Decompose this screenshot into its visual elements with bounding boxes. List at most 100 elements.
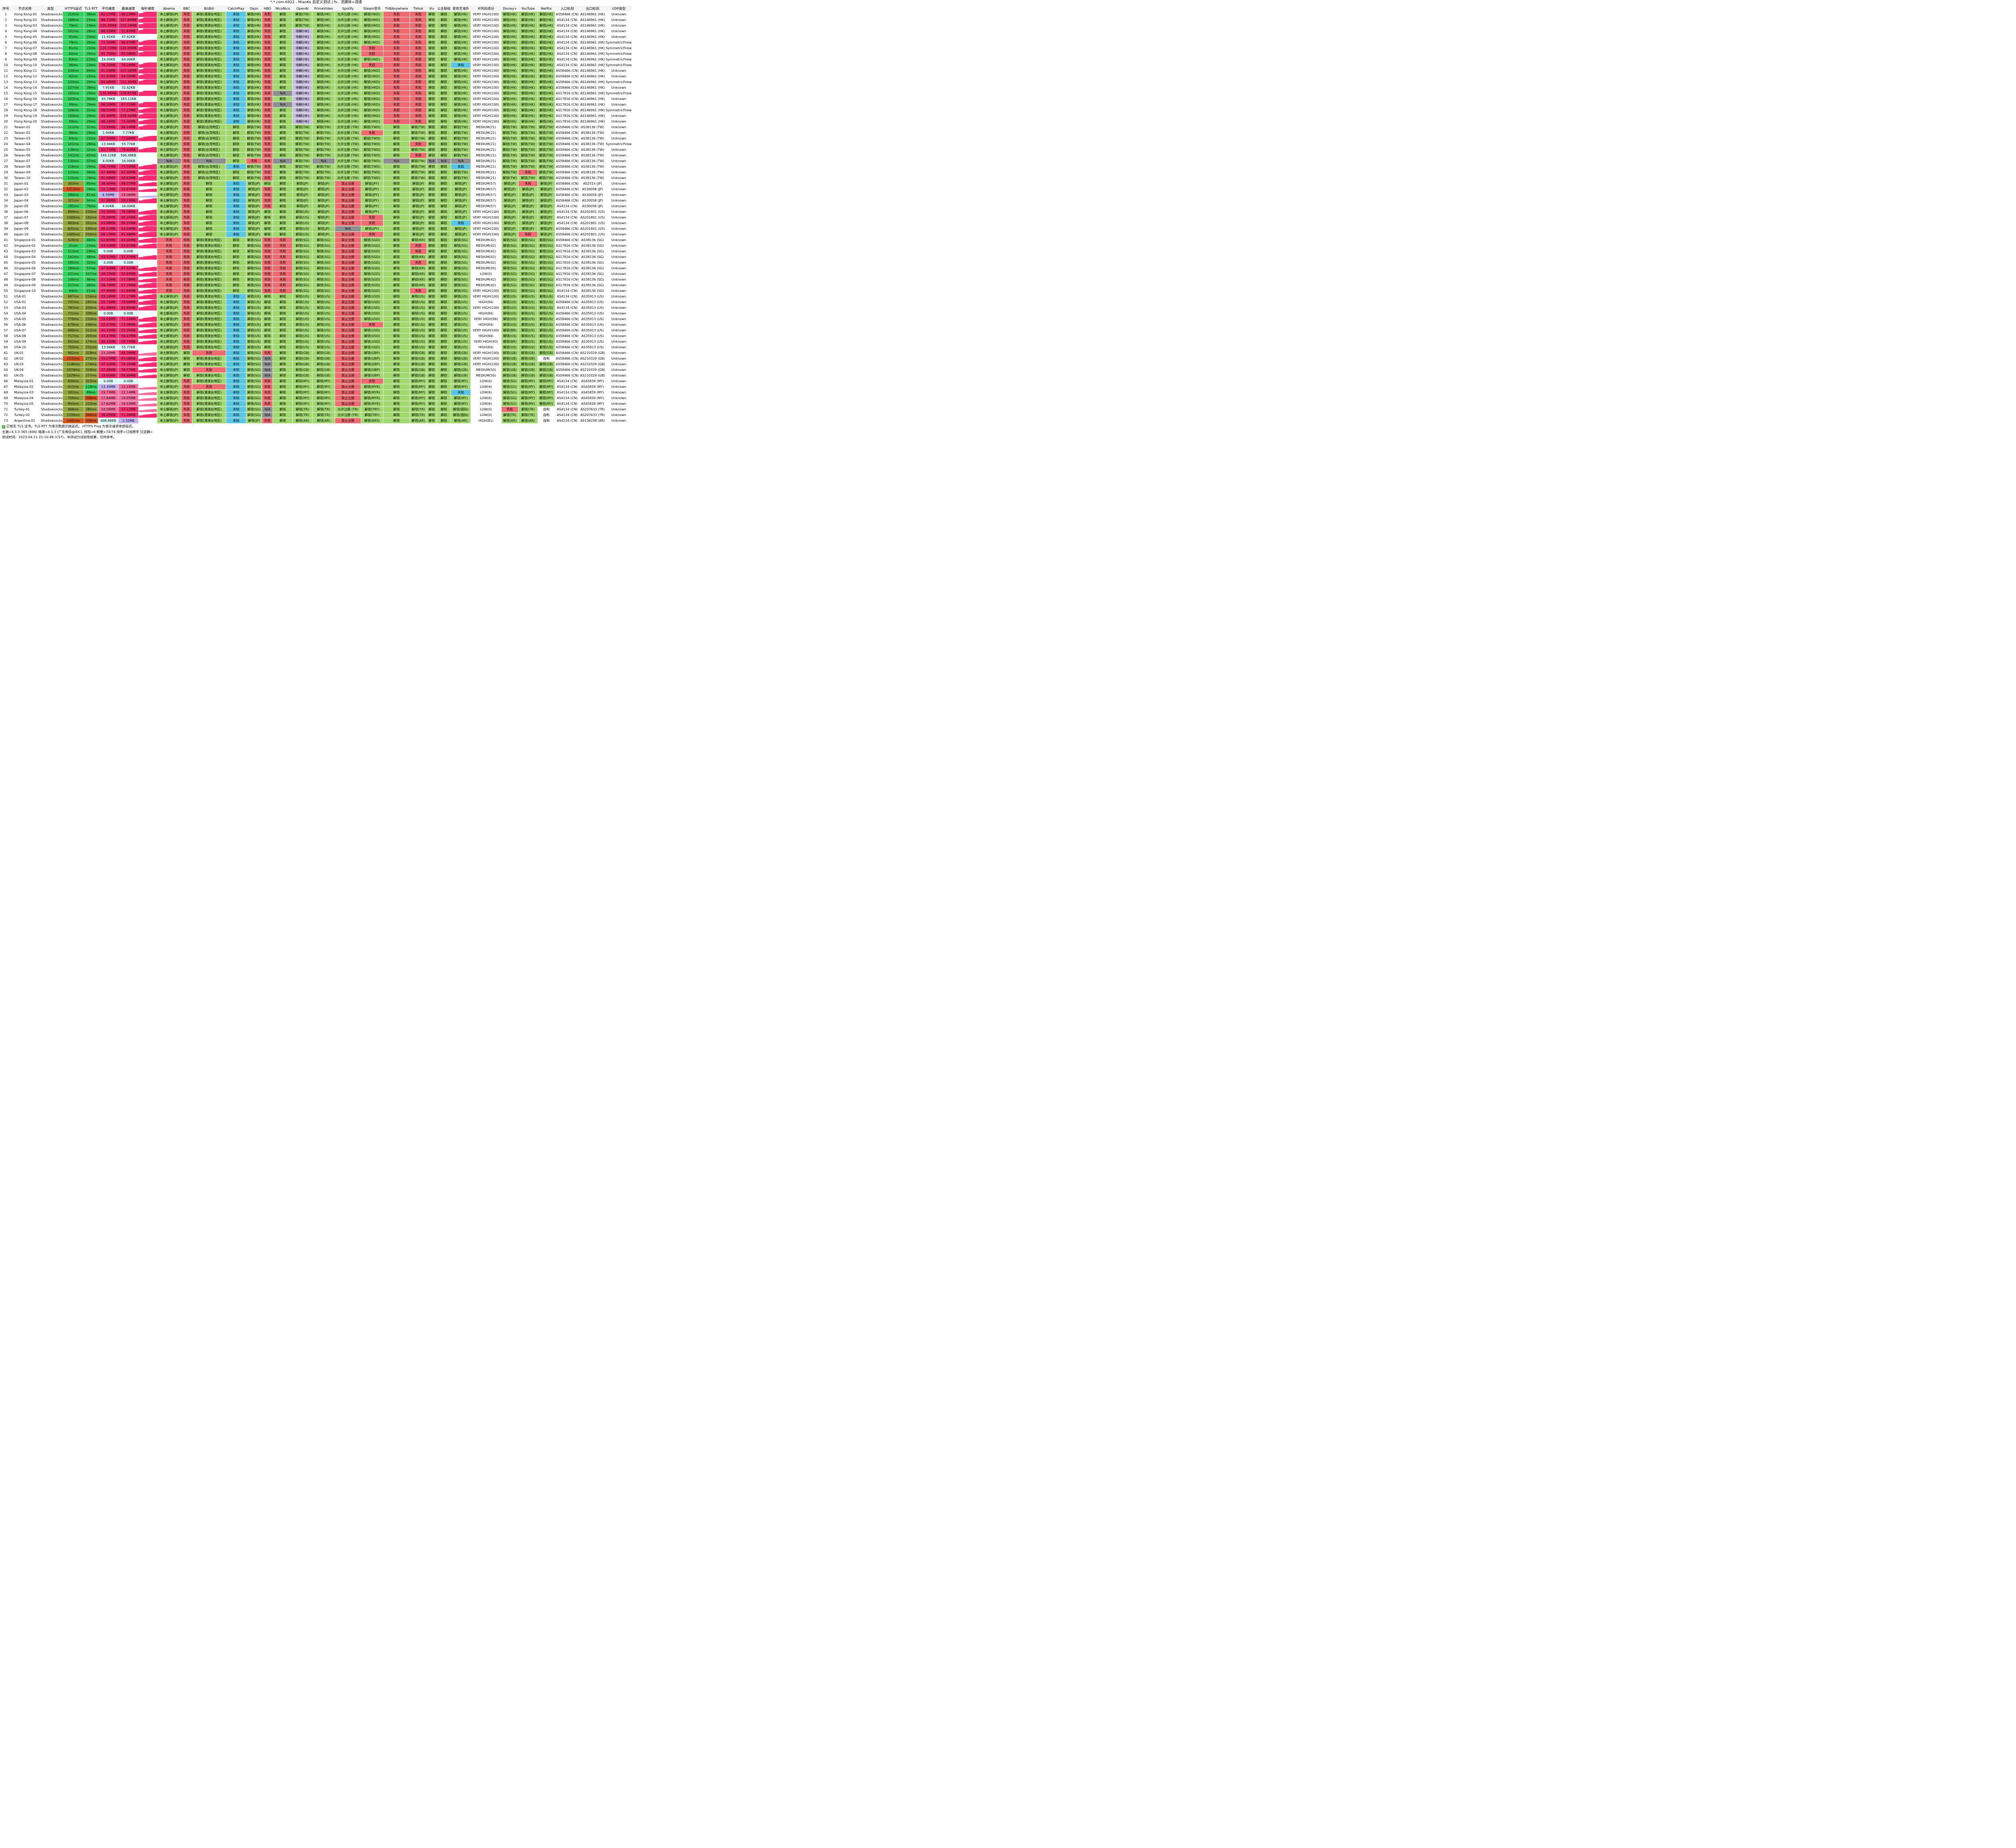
column-header[interactable]: Netflix [537, 5, 555, 12]
column-header[interactable]: YouTube [518, 5, 538, 12]
table-row[interactable]: 35 Japan-05 Shadowsocks 281ms 76ms 4.00KB 16.0… [0, 203, 632, 209]
table-row[interactable]: 9 Hong Kong-09 Shadowsocks 83ms 22ms 16.00KB 6… [0, 56, 632, 62]
table-row[interactable]: 13 Hong Kong-13 Shadowsocks 103ms 29ms 84.48M… [0, 79, 632, 85]
column-header[interactable]: Tiktok [410, 5, 427, 12]
column-header[interactable]: TLS RTT [83, 5, 99, 12]
table-row[interactable]: 73 Argentina-01 Shadowsocks 1441ms 358ms 608.… [0, 418, 632, 424]
column-header[interactable]: 爱奇艺海外 [450, 5, 471, 12]
table-row[interactable]: 19 Hong Kong-19 Shadowsocks 100ms 29ms 95.48M… [0, 113, 632, 119]
table-row[interactable]: 21 Taiwan-01 Shadowsocks 111ms 31ms 73.99MB 96… [0, 124, 632, 130]
table-row[interactable]: 26 Taiwan-06 Shadowsocks 142ms 45ms 149.12KB 5… [0, 152, 632, 158]
table-row[interactable]: 25 Taiwan-05 Shadowsocks 138ms 32ms 62.71MB 78… [0, 147, 632, 153]
table-row[interactable]: 10 Hong Kong-10 Shadowsocks 96ms 23ms 76.20MB… [0, 62, 632, 68]
table-row[interactable]: 18 Hong Kong-18 Shadowsocks 106ms 32ms 66.05M… [0, 107, 632, 113]
table-row[interactable]: 30 Taiwan-10 Shadowsocks 125ms 29ms 81.68MB 94… [0, 175, 632, 181]
table-row[interactable]: 38 Japan-08 Shadowsocks 863ms 201ms 63.88MB 90… [0, 220, 632, 226]
column-header[interactable]: TVBAnywhere [383, 5, 410, 12]
column-header[interactable]: 每秒速度 [138, 5, 157, 12]
column-header[interactable]: 出口检测 [579, 5, 606, 12]
column-header[interactable]: BBC [181, 5, 192, 12]
table-row[interactable]: 43 Singapore-03 Shadowsocks 113ms 29ms 0.00B 0… [0, 248, 632, 254]
column-header[interactable]: HTTPS延迟 [62, 5, 84, 12]
table-row[interactable]: 3 Hong Kong-03 Shadowsocks 79ms 19ms 129.39MB… [0, 23, 632, 29]
table-row[interactable]: 54 USA-04 Shadowsocks 721ms 208ms 0.00B 0.00B 本… [0, 310, 632, 316]
table-row[interactable]: 31 Japan-01 Shadowsocks 303ms 85ms 38.40MB 46.… [0, 181, 632, 187]
column-header[interactable]: 序号 [0, 5, 12, 12]
table-row[interactable]: 69 Malaysia-04 Shadowsocks 759ms 398ms 17.84M… [0, 395, 632, 401]
column-header[interactable]: Viu [426, 5, 437, 12]
table-row[interactable]: 57 USA-07 Shadowsocks 689ms 212ms 40.25MB 55.3… [0, 327, 632, 333]
table-row[interactable]: 46 Singapore-06 Shadowsocks 184ms 57ms 37.69M… [0, 265, 632, 271]
table-row[interactable]: 56 USA-06 Shadowsocks 679ms 199ms 52.67MB 73.9… [0, 322, 632, 328]
table-row[interactable]: 60 USA-10 Shadowsocks 755ms 231ms 13.94KB 55.7… [0, 344, 632, 350]
column-header[interactable]: 平均速度 [98, 5, 119, 12]
column-header[interactable]: 类型 [38, 5, 63, 12]
table-row[interactable]: 6 Hong Kong-06 Shadowsocks 79ms 20ms 72.30MB 8… [0, 40, 632, 46]
table-row[interactable]: 59 USA-09 Shadowsocks 542ms 174ms 40.22MB 59.7… [0, 339, 632, 345]
table-row[interactable]: 33 Japan-03 Shadowsocks 284ms 81ms 4.76MB 19.0… [0, 192, 632, 198]
column-header[interactable]: 最高速度 [118, 5, 139, 12]
table-row[interactable]: 15 Hong Kong-15 Shadowsocks 105ms 29ms 136.98… [0, 90, 632, 96]
table-row[interactable]: 67 Malaysia-02 Shadowsocks 421ms 118ms 13.30M… [0, 384, 632, 390]
table-row[interactable]: 71 Turkey-01 Shadowsocks 968ms 285ms 18.58MB 3… [0, 406, 632, 412]
table-row[interactable]: 22 Taiwan-02 Shadowsocks 96ms 28ms 1.94KB 7.77… [0, 130, 632, 136]
column-header[interactable]: Spotify [335, 5, 361, 12]
table-row[interactable]: 34 Japan-04 Shadowsocks 321ms 94ms 51.68MB 59.… [0, 198, 632, 204]
table-row[interactable]: 17 Hong Kong-17 Shadowsocks 99ms 29ms 86.50MB… [0, 102, 632, 108]
table-row[interactable]: 49 Singapore-09 Shadowsocks 217ms 46ms 58.74M… [0, 282, 632, 288]
column-header[interactable]: CatchPlay [226, 5, 246, 12]
column-header[interactable]: PrimeVideo [312, 5, 335, 12]
table-row[interactable]: 68 Malaysia-03 Shadowsocks 302ms 89ms 19.73MB… [0, 389, 632, 395]
column-header[interactable]: 公主联结 [436, 5, 451, 12]
table-row[interactable]: 11 Hong Kong-11 Shadowsocks 149ms 69ms 91.09M… [0, 68, 632, 74]
table-row[interactable]: 45 Singapore-05 Shadowsocks 180ms 32ms 0.00B 0… [0, 260, 632, 266]
column-header[interactable]: OpenAI [292, 5, 313, 12]
column-header[interactable]: Dazn [246, 5, 262, 12]
table-row[interactable]: 66 Malaysia-01 Shadowsocks 936ms 315ms 0.00B 0… [0, 378, 632, 384]
table-row[interactable]: 40 Japan-10 Shadowsocks 1085ms 250ms 68.13MB 8… [0, 231, 632, 237]
table-row[interactable]: 52 USA-02 Shadowsocks 707ms 197ms 55.72MB 79.6… [0, 299, 632, 305]
column-header[interactable]: HBO [262, 5, 273, 12]
table-row[interactable]: 47 Singapore-07 Shadowsocks 221ms 107ms 48.22… [0, 271, 632, 277]
column-header[interactable]: UDP类型 [605, 5, 632, 12]
column-header[interactable]: 节点名称 [11, 5, 39, 12]
table-row[interactable]: 8 Hong Kong-08 Shadowsocks 82ms 20ms 91.75MB 9… [0, 51, 632, 57]
table-row[interactable]: 20 Hong Kong-20 Shadowsocks 99ms 29ms 66.24MB… [0, 119, 632, 125]
table-row[interactable]: 12 Hong Kong-12 Shadowsocks 82ms 22ms 91.95MB… [0, 73, 632, 79]
table-row[interactable]: 4 Hong Kong-04 Shadowsocks 102ms 28ms 88.93MB… [0, 28, 632, 34]
table-row[interactable]: 64 UK-04 Shadowsocks 1074ms 318ms 37.45MB 76.5… [0, 367, 632, 373]
table-row[interactable]: 24 Taiwan-04 Shadowsocks 101ms 28ms 13.94KB 55… [0, 141, 632, 147]
table-row[interactable]: 70 Malaysia-05 Shadowsocks 945ms 210ms 17.62M… [0, 401, 632, 407]
column-header[interactable]: Abema [156, 5, 181, 12]
table-row[interactable]: 36 Japan-06 Shadowsocks 899ms 220ms 50.00MB 76… [0, 209, 632, 215]
table-row[interactable]: 29 Taiwan-09 Shadowsocks 123ms 36ms 67.49MB 82… [0, 169, 632, 175]
table-row[interactable]: 39 Japan-09 Shadowsocks 831ms 190ms 80.01MB 93… [0, 226, 632, 232]
column-header[interactable]: 入口检测 [554, 5, 580, 12]
column-header[interactable]: Disney+ [501, 5, 519, 12]
table-row[interactable]: 48 Singapore-08 Shadowsocks 146ms 46ms 37.32M… [0, 277, 632, 283]
column-header[interactable]: NicoNico [273, 5, 293, 12]
table-row[interactable]: 42 Singapore-02 Shadowsocks 91ms 24ms 53.00MB… [0, 243, 632, 249]
table-row[interactable]: 37 Japan-07 Shadowsocks 1068ms 192ms 70.08MB 9… [0, 214, 632, 221]
table-row[interactable]: 2 Hong Kong-02 Shadowsocks 168ms 25ms 86.71MB… [0, 17, 632, 23]
table-row[interactable]: 50 Singapore-10 Shadowsocks 94ms 21ms 47.90MB… [0, 288, 632, 294]
table-row[interactable]: 55 USA-05 Shadowsocks 776ms 233ms 55.03MB 71.1… [0, 316, 632, 322]
table-row[interactable]: 28 Taiwan-08 Shadowsocks 116ms 29ms 56.75MB 73… [0, 164, 632, 170]
table-row[interactable]: 58 USA-08 Shadowsocks 717ms 205ms 43.47MB 56.9… [0, 333, 632, 339]
table-row[interactable]: 23 Taiwan-03 Shadowsocks 83ms 22ms 67.50MB 73.… [0, 135, 632, 142]
table-row[interactable]: 53 USA-03 Shadowsocks 787ms 250ms 61.98MB 82.8… [0, 305, 632, 311]
table-row[interactable]: 61 UK-01 Shadowsocks 962ms 318ms 23.20MB 44.04… [0, 350, 632, 356]
table-row[interactable]: 41 Singapore-01 Shadowsocks 528ms 46ms 52.65M… [0, 237, 632, 243]
table-row[interactable]: 51 USA-01 Shadowsocks 687ms 216ms 55.24MB 71.2… [0, 293, 632, 300]
column-header[interactable]: IP风险得分 [470, 5, 502, 12]
table-row[interactable]: 72 Turkey-02 Shadowsocks 1199ms 346ms 38.65MB… [0, 412, 632, 418]
table-row[interactable]: 16 Hong Kong-16 Shadowsocks 103ms 30ms 45.78K… [0, 96, 632, 102]
table-row[interactable]: 63 UK-03 Shadowsocks 1146ms 274ms 47.52MB 78.3… [0, 361, 632, 367]
table-row[interactable]: 7 Hong Kong-07 Shadowsocks 81ms 22ms 126.72MB… [0, 45, 632, 51]
table-row[interactable]: 65 UK-05 Shadowsocks 1029ms 277ms 29.60MB 58.4… [0, 373, 632, 379]
table-row[interactable]: 1 Hong Kong-01 Shadowsocks 214ms 36ms 82.07MB… [0, 11, 632, 17]
table-row[interactable]: 5 Hong Kong-05 Shadowsocks 91ms 24ms 11.91KB 4… [0, 34, 632, 40]
table-row[interactable]: 27 Taiwan-07 Shadowsocks 130ms 37ms 4.00KB 16.… [0, 158, 632, 164]
table-row[interactable]: 14 Hong Kong-14 Shadowsocks 127ms 39ms 7.91KB… [0, 85, 632, 91]
table-row[interactable]: 32 Japan-02 Shadowsocks 1313ms 76ms 25.23MB 59… [0, 186, 632, 192]
